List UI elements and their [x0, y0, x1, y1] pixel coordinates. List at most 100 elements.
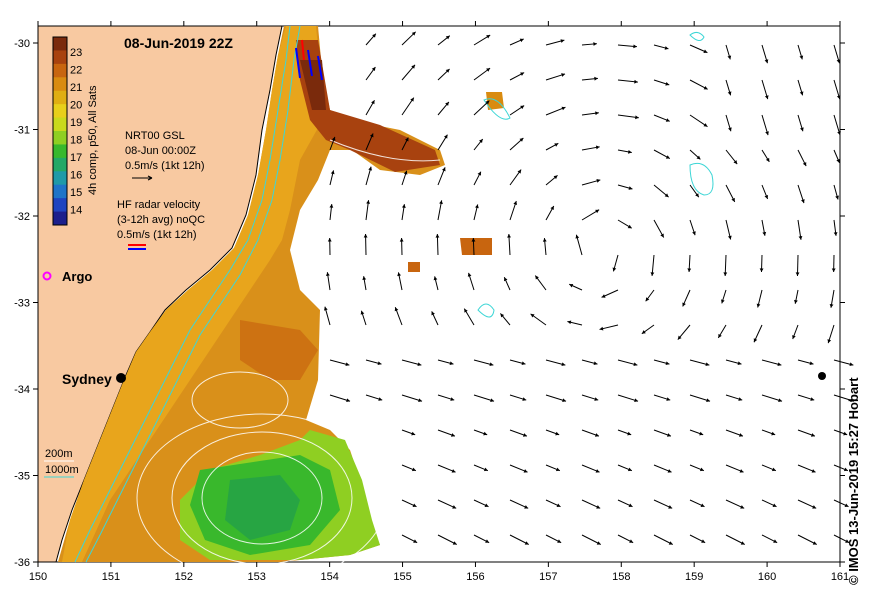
velocity-arrowhead	[733, 160, 738, 165]
velocity-arrowhead	[845, 539, 850, 543]
velocity-arrows	[324, 31, 855, 545]
velocity-arrowhead	[441, 167, 446, 172]
velocity-arrowhead	[520, 105, 525, 110]
velocity-arrowhead	[483, 467, 488, 472]
colorbar-swatch	[53, 144, 67, 159]
velocity-arrowhead	[728, 127, 732, 132]
velocity-arrowhead	[475, 204, 479, 209]
velocity-arrowhead	[324, 306, 328, 311]
colorbar-swatch	[53, 50, 67, 65]
argo-label: Argo	[62, 269, 92, 284]
colorbar-swatch	[53, 104, 67, 119]
colorbar-tick-label: 17	[70, 152, 82, 164]
velocity-arrowhead	[371, 67, 376, 72]
velocity-arrowhead	[411, 31, 416, 36]
colorbar-swatch	[53, 171, 67, 186]
colorbar-tick-label: 18	[70, 135, 82, 147]
velocity-arrowhead	[737, 361, 742, 366]
velocity-arrowhead	[555, 467, 560, 472]
velocity-arrowhead	[412, 503, 417, 507]
velocity-arrowhead	[703, 123, 708, 127]
velocity-arrowhead	[641, 330, 646, 334]
velocity-arrowhead	[827, 339, 832, 344]
velocity-arrowhead	[575, 234, 580, 239]
velocity-arrowhead	[378, 397, 383, 401]
velocity-arrowhead	[327, 238, 332, 242]
hf-title: HF radar velocity	[117, 199, 201, 211]
colorbar-tick-label: 21	[70, 82, 82, 94]
velocity-arrowhead	[718, 333, 722, 338]
colorbar-ticks: 23 22 21 20 19 18 17 16 15 14	[70, 47, 82, 217]
velocity-arrowhead	[809, 361, 814, 366]
velocity-arrowhead	[507, 234, 511, 238]
velocity-arrowhead	[403, 170, 408, 175]
velocity-arrowhead	[483, 431, 488, 436]
velocity-arrowhead	[401, 204, 406, 208]
sydney-label: Sydney	[62, 371, 112, 387]
velocity-arrowhead	[594, 433, 599, 437]
x-axis: 150 151 152 153 154 155 156 157 158 159 160 161	[29, 21, 849, 583]
velocity-arrowhead	[764, 95, 769, 100]
hf-legend: HF radar velocity (3-12h avg) noQC 0.5m/…	[117, 199, 205, 250]
velocity-arrowhead	[556, 503, 561, 507]
ssh-contours	[136, 139, 441, 583]
velocity-arrowhead	[486, 35, 491, 39]
velocity-arrowhead	[650, 272, 655, 276]
velocity-arrowhead	[599, 326, 604, 331]
velocity-arrowhead	[523, 469, 528, 473]
velocity-arrowhead	[490, 398, 495, 403]
velocity-arrowhead	[471, 238, 476, 242]
velocity-arrowhead	[535, 275, 539, 280]
gsl-date: 08-Jun 00:00Z	[125, 145, 196, 157]
velocity-arrowhead	[517, 169, 522, 174]
velocity-arrowhead	[706, 398, 711, 403]
colorbar-tick-label: 15	[70, 187, 82, 199]
velocity-arrowhead	[811, 469, 816, 473]
velocity-arrowhead	[764, 194, 769, 199]
y-tick-label: -30	[14, 38, 30, 50]
y-tick-label: -32	[14, 211, 30, 223]
velocity-arrowhead	[557, 539, 562, 543]
velocity-arrowhead	[700, 503, 705, 507]
velocity-arrowhead	[836, 59, 841, 64]
velocity-arrowhead	[795, 272, 800, 276]
x-tick-label: 153	[248, 571, 266, 583]
velocity-arrowhead	[778, 398, 783, 403]
depth-200-label: 200m	[45, 448, 73, 460]
velocity-arrowhead	[522, 397, 527, 401]
velocity-arrowhead	[464, 308, 468, 313]
velocity-arrowhead	[727, 235, 732, 240]
velocity-arrowhead	[366, 200, 370, 204]
velocity-arrowhead	[450, 397, 455, 401]
velocity-arrowhead	[593, 42, 597, 46]
velocity-arrowhead	[627, 224, 632, 229]
velocity-arrowhead	[452, 505, 457, 509]
x-tick-label: 159	[685, 571, 703, 583]
velocity-arrowhead	[569, 283, 574, 288]
velocity-arrowhead	[371, 100, 375, 105]
velocity-arrowhead	[765, 131, 769, 136]
gsl-title: NRT00 GSL	[125, 130, 185, 142]
velocity-arrowhead	[486, 68, 491, 72]
velocity-arrowhead	[596, 179, 601, 183]
velocity-arrowhead	[477, 171, 481, 176]
colorbar-swatch	[53, 211, 67, 226]
velocity-arrowhead	[397, 272, 402, 277]
velocity-arrowhead	[489, 362, 494, 367]
velocity-arrowhead	[418, 398, 423, 403]
velocity-arrowhead	[595, 145, 600, 150]
velocity-arrowhead	[627, 149, 632, 154]
velocity-arrowhead	[452, 541, 457, 545]
velocity-arrowhead	[331, 136, 336, 141]
y-tick-label: -31	[14, 125, 30, 137]
velocity-arrowhead	[433, 276, 438, 281]
velocity-arrowhead	[794, 299, 798, 304]
velocity-arrowhead	[664, 46, 669, 50]
credit-text: © IMOS 13-Jun-2019 15:27 Hobart	[846, 377, 861, 585]
colorbar-swatch	[53, 157, 67, 172]
velocity-arrowhead	[723, 272, 728, 276]
velocity-arrowhead	[738, 433, 743, 437]
velocity-arrowhead	[812, 541, 817, 545]
velocity-arrowhead	[601, 294, 606, 298]
